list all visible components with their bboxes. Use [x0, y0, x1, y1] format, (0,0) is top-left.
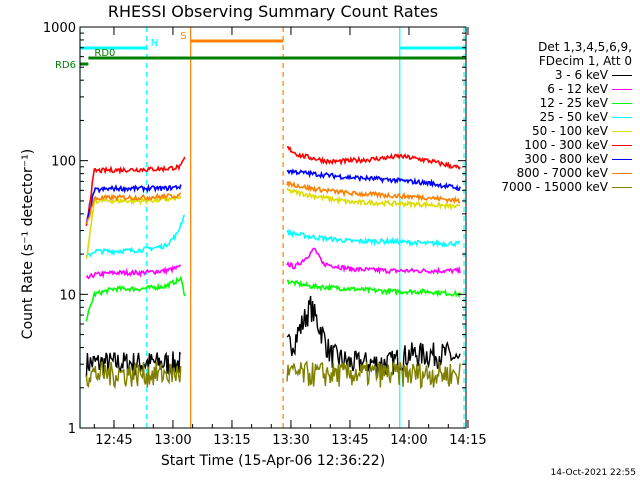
series-line-7-seg-1 — [286, 180, 461, 205]
series-line-8-seg-0 — [85, 361, 182, 390]
legend-entry-3: 25 - 50 keV — [472, 110, 632, 124]
legend-entry-7: 800 - 7000 keV — [472, 166, 632, 180]
flag-label-s: S — [180, 31, 186, 42]
series-line-6-seg-0 — [85, 183, 182, 224]
series-line-4-seg-1 — [286, 187, 461, 212]
legend-swatch-6 — [612, 158, 632, 160]
legend-entries: 3 - 6 keV 6 - 12 keV 12 - 25 keV 25 - 50 ke… — [472, 68, 632, 194]
series-line-1-seg-0 — [85, 264, 181, 280]
legend-entry-6: 300 - 800 keV — [472, 152, 632, 166]
legend-swatch-0 — [612, 74, 632, 76]
legend-entry-8: 7000 - 15000 keV — [472, 180, 632, 194]
legend-swatch-7 — [612, 172, 632, 174]
legend-label-7: 800 - 7000 keV — [516, 166, 608, 180]
x-tick-label-4: 13:45 — [331, 433, 368, 448]
y-tick-label-0: 1 — [68, 422, 76, 437]
legend-swatch-3 — [612, 116, 632, 118]
series-line-4-seg-0 — [85, 193, 182, 259]
series-line-5-seg-0 — [85, 156, 186, 226]
series-line-1-seg-1 — [286, 247, 461, 275]
x-axis-label: Start Time (15-Apr-06 12:36:22) — [160, 453, 386, 469]
chart-title: RHESSI Observing Summary Count Rates — [107, 2, 439, 21]
legend-swatch-2 — [612, 102, 632, 104]
flag-label-rd6: RD6 — [55, 60, 76, 71]
x-tick-label-5: 14:00 — [390, 433, 427, 448]
x-tick-label-0: 12:45 — [95, 433, 132, 448]
series-line-8-seg-1 — [286, 360, 461, 390]
legend-label-3: 25 - 50 keV — [539, 110, 608, 124]
legend-entry-1: 6 - 12 keV — [472, 82, 632, 96]
series-line-2-seg-1 — [286, 279, 461, 299]
legend-entry-5: 100 - 300 keV — [472, 138, 632, 152]
series-line-0-seg-0 — [85, 351, 182, 378]
x-tick-label-6: 14:15 — [449, 433, 486, 448]
legend-header-line-1: Det 1,3,4,5,6,9, — [538, 40, 632, 54]
y-tick-label-2: 100 — [51, 155, 76, 170]
series-line-5-seg-1 — [286, 145, 461, 171]
series-line-2-seg-0 — [85, 275, 186, 322]
legend-label-5: 100 - 300 keV — [524, 138, 608, 152]
x-tick-label-1: 13:00 — [154, 433, 191, 448]
legend-label-2: 12 - 25 keV — [539, 96, 608, 110]
legend-swatch-8 — [612, 186, 632, 188]
legend-label-0: 3 - 6 keV — [554, 68, 608, 82]
x-tick-label-2: 13:15 — [213, 433, 250, 448]
legend-entry-2: 12 - 25 keV — [472, 96, 632, 110]
series-line-0-seg-1 — [286, 295, 461, 377]
legend-swatch-1 — [612, 88, 632, 90]
series-line-3-seg-1 — [286, 228, 461, 248]
legend-label-6: 300 - 800 keV — [524, 152, 608, 166]
legend-entry-4: 50 - 100 keV — [472, 124, 632, 138]
flag-label-rd0: RD0 — [94, 48, 115, 59]
plot-frame — [79, 26, 467, 429]
legend: Det 1,3,4,5,6,9, FDecim 1, Att 0 3 - 6 k… — [472, 40, 632, 194]
y-tick-label-1: 10 — [59, 288, 76, 303]
x-tick-label-3: 13:30 — [272, 433, 309, 448]
y-tick-label-3: 1000 — [43, 21, 76, 36]
legend-swatch-4 — [612, 130, 632, 132]
series-line-7-seg-0 — [85, 192, 181, 225]
legend-header-line-2: FDecim 1, Att 0 — [538, 54, 632, 68]
footer-timestamp: 14-Oct-2021 22:55 — [550, 468, 636, 478]
series-line-3-seg-0 — [85, 214, 185, 258]
legend-label-8: 7000 - 15000 keV — [501, 180, 608, 194]
legend-entry-0: 3 - 6 keV — [472, 68, 632, 82]
legend-label-4: 50 - 100 keV — [531, 124, 608, 138]
legend-label-1: 6 - 12 keV — [547, 82, 608, 96]
legend-swatch-5 — [612, 144, 632, 146]
flag-label-n: N — [151, 38, 158, 49]
series-line-6-seg-1 — [286, 168, 461, 191]
